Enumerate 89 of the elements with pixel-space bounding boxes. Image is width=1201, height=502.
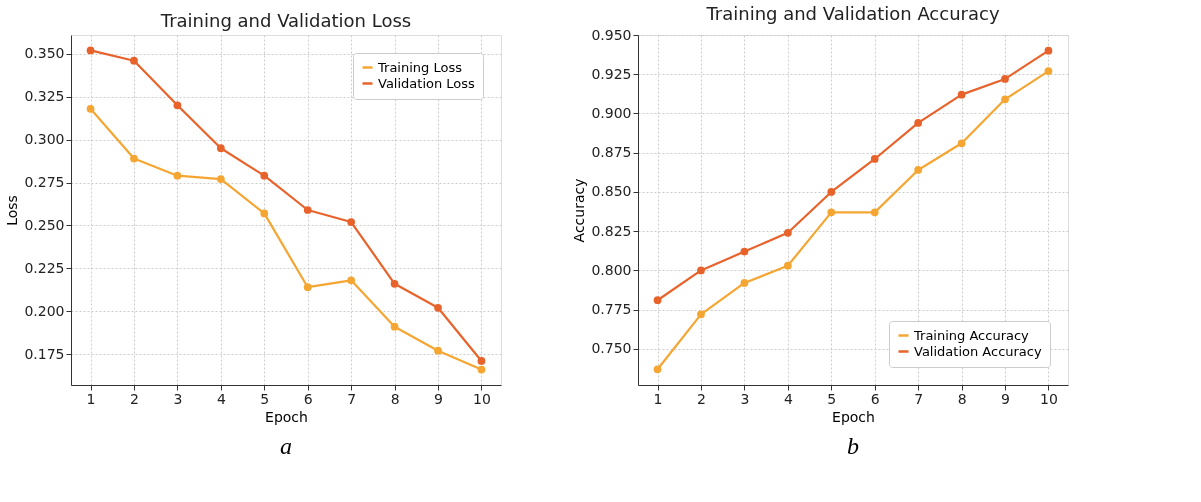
point xyxy=(303,283,312,292)
point xyxy=(914,119,923,127)
x-tick-label: 1 xyxy=(86,390,96,407)
point xyxy=(827,208,836,217)
x-tick-label: 4 xyxy=(783,390,793,407)
y-tick-label: 0.925 xyxy=(591,65,632,82)
point xyxy=(697,266,705,275)
y-tick-label: 0.250 xyxy=(24,216,65,233)
x-tick-label: 7 xyxy=(347,390,357,407)
y-tick-label: 0.300 xyxy=(24,131,65,148)
x-tick-label: 6 xyxy=(870,390,880,407)
x-axis-title: Epoch xyxy=(832,408,875,425)
legend-label: Training Accuracy xyxy=(913,327,1030,343)
point xyxy=(173,171,182,180)
point xyxy=(347,276,356,285)
point xyxy=(1044,46,1053,55)
x-axis-title: Epoch xyxy=(265,408,308,425)
point xyxy=(390,279,399,288)
point xyxy=(390,322,399,331)
legend-label: Validation Loss xyxy=(378,75,476,91)
point xyxy=(86,46,95,55)
x-tick-label: 4 xyxy=(216,390,226,407)
point xyxy=(740,247,749,256)
x-tick-label: 2 xyxy=(130,390,139,407)
x-tick-label: 5 xyxy=(260,390,270,407)
point xyxy=(827,188,836,196)
point xyxy=(957,90,966,99)
y-tick-label: 0.775 xyxy=(591,301,632,318)
point xyxy=(1001,75,1009,83)
chart-title: Training and Validation Loss xyxy=(159,10,412,31)
y-tick-label: 0.200 xyxy=(24,302,65,319)
x-tick-label: 6 xyxy=(303,390,313,407)
legend-label: Training Loss xyxy=(377,59,463,75)
point xyxy=(303,206,312,214)
text: a xyxy=(280,433,292,459)
point xyxy=(914,166,923,174)
y-tick-label: 0.325 xyxy=(24,88,65,105)
y-tick-label: 0.825 xyxy=(591,222,632,239)
x-tick-label: 8 xyxy=(957,390,967,407)
y-tick-label: 0.800 xyxy=(591,261,632,278)
chart-title: Training and Validation Accuracy xyxy=(705,3,1000,24)
x-tick-label: 7 xyxy=(914,390,924,407)
x-tick-label: 1 xyxy=(653,390,663,407)
y-axis-title: Accuracy xyxy=(571,178,588,243)
x-tick-label: 2 xyxy=(697,390,706,407)
x-tick-label: 3 xyxy=(740,390,750,407)
point xyxy=(216,144,225,153)
point xyxy=(477,357,486,365)
point xyxy=(653,296,662,305)
point xyxy=(260,171,269,180)
y-tick-label: 0.175 xyxy=(24,345,65,362)
point xyxy=(86,104,95,113)
y-tick-label: 0.225 xyxy=(24,259,65,276)
point xyxy=(653,365,662,374)
point xyxy=(783,261,792,270)
y-tick-label: 0.275 xyxy=(24,174,65,191)
point xyxy=(216,175,225,183)
point xyxy=(740,279,749,287)
x-tick-label: 3 xyxy=(173,390,183,407)
point xyxy=(347,218,356,226)
x-tick-label: 8 xyxy=(390,390,400,407)
point xyxy=(173,101,182,110)
point xyxy=(130,56,138,65)
x-tick-label: 10 xyxy=(473,390,491,407)
point xyxy=(1044,67,1053,75)
y-tick-label: 0.900 xyxy=(591,104,632,121)
x-tick-label: 9 xyxy=(1001,390,1010,407)
point xyxy=(870,155,879,163)
point xyxy=(130,154,138,163)
legend-label: Validation Accuracy xyxy=(914,343,1042,359)
y-tick-label: 0.750 xyxy=(591,340,632,357)
point xyxy=(1001,95,1009,104)
y-axis-title: Loss xyxy=(4,195,21,226)
point xyxy=(783,228,792,237)
point xyxy=(870,208,879,217)
point xyxy=(434,346,442,355)
point xyxy=(957,139,966,148)
y-tick-label: 0.875 xyxy=(591,144,632,161)
text: b xyxy=(847,433,859,459)
x-tick-label: 10 xyxy=(1040,390,1058,407)
point xyxy=(260,209,269,218)
point xyxy=(434,303,442,312)
y-tick-label: 0.350 xyxy=(24,45,65,62)
x-tick-label: 5 xyxy=(827,390,837,407)
x-tick-label: 9 xyxy=(434,390,443,407)
y-tick-label: 0.950 xyxy=(591,26,632,43)
y-tick-label: 0.850 xyxy=(591,183,632,200)
point xyxy=(477,365,486,374)
point xyxy=(697,310,705,319)
